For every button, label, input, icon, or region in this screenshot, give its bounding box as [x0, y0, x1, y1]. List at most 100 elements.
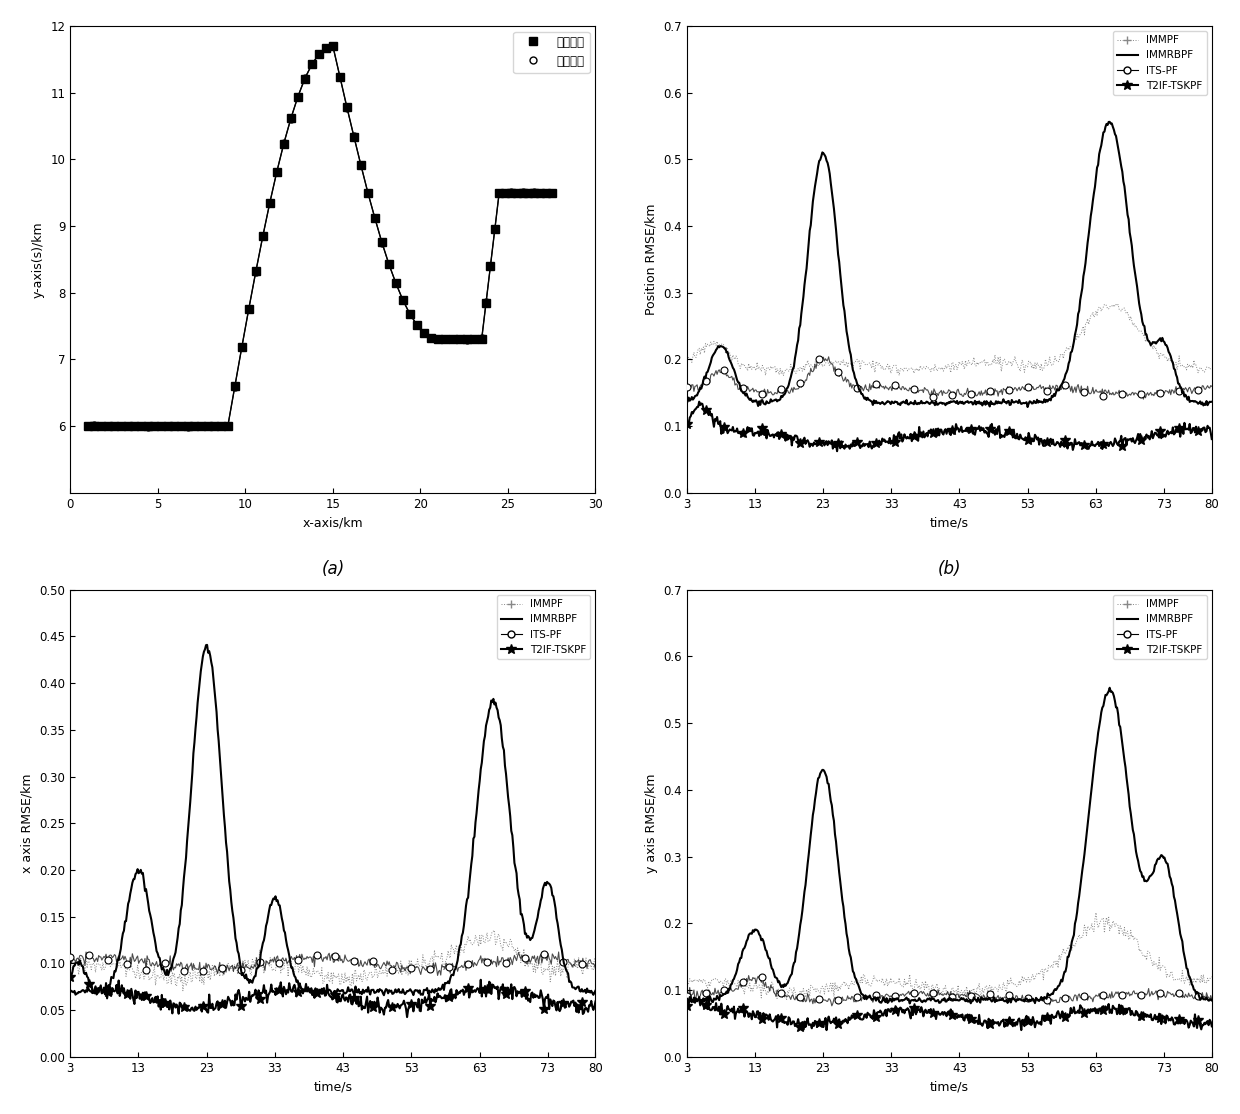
ITS-PF — [963, 989, 978, 1003]
T2IF-TSKPF — [404, 997, 419, 1010]
T2IF-TSKPF — [1058, 1010, 1073, 1024]
IMMPF — [496, 944, 511, 957]
IMMRBPF — [963, 395, 978, 409]
ITS-PF — [1172, 987, 1187, 1000]
IMMPF — [1089, 906, 1104, 919]
IMMRBPF — [992, 397, 1007, 410]
IMMPF — [1204, 362, 1219, 375]
T2IF-TSKPF — [441, 990, 456, 1004]
IMMPF — [993, 351, 1008, 364]
T2IF-TSKPF — [982, 422, 997, 436]
Legend: IMMPF, IMMRBPF, ITS-PF, T2IF-TSKPF: IMMPF, IMMRBPF, ITS-PF, T2IF-TSKPF — [1112, 31, 1207, 95]
T2IF-TSKPF — [423, 999, 438, 1013]
IMMPF — [779, 994, 794, 1007]
IMMRBPF — [680, 993, 694, 1006]
ITS-PF — [1078, 989, 1092, 1003]
ITS-PF — [1133, 988, 1148, 1001]
ITS-PF — [774, 382, 789, 395]
IMMRBPF — [1194, 991, 1209, 1005]
ITS-PF — [1153, 385, 1168, 399]
IMMPF — [932, 361, 947, 374]
IMMPF — [175, 984, 190, 997]
Line: T2IF-TSKPF: T2IF-TSKPF — [682, 405, 1203, 450]
ITS-PF — [906, 383, 921, 397]
T2IF-TSKPF — [737, 426, 751, 439]
T2IF-TSKPF — [1133, 1009, 1148, 1023]
ITS-PF — [698, 374, 713, 388]
T2IF-TSKPF — [272, 984, 286, 997]
T2IF-TSKPF — [82, 977, 97, 990]
ITS-PF — [1096, 389, 1111, 402]
实际位置 — [527, 186, 542, 199]
ITS-PF — [888, 989, 903, 1003]
ITS-PF — [63, 950, 78, 964]
T2IF-TSKPF — [812, 1017, 827, 1030]
IMMPF — [348, 962, 363, 976]
估计位置 — [319, 41, 334, 55]
IMMPF — [965, 983, 980, 996]
IMMPF — [1112, 928, 1127, 941]
Line: T2IF-TSKPF: T2IF-TSKPF — [66, 973, 587, 1014]
ITS-PF — [366, 955, 381, 968]
ITS-PF — [1039, 994, 1054, 1007]
T2IF-TSKPF — [574, 996, 589, 1009]
IMMRBPF — [350, 986, 365, 999]
IMMRBPF — [993, 993, 1008, 1006]
T2IF-TSKPF — [680, 418, 694, 431]
T2IF-TSKPF — [849, 1008, 864, 1022]
T2IF-TSKPF — [963, 422, 978, 436]
IMMPF — [965, 359, 980, 372]
ITS-PF — [119, 957, 134, 970]
ITS-PF — [812, 352, 827, 365]
实际位置 — [311, 48, 326, 61]
T2IF-TSKPF — [556, 997, 570, 1010]
T2IF-TSKPF — [1133, 433, 1148, 447]
估计位置 — [81, 420, 95, 433]
IMMPF — [588, 954, 603, 967]
X-axis label: time/s: time/s — [930, 1081, 968, 1093]
Line: IMMRBPF: IMMRBPF — [687, 121, 1211, 407]
T2IF-TSKPF — [831, 437, 846, 450]
Line: T2IF-TSKPF: T2IF-TSKPF — [682, 1000, 1203, 1032]
IMMRBPF — [347, 989, 362, 1003]
IMMPF — [578, 959, 593, 973]
IMMRBPF — [1021, 400, 1035, 413]
ITS-PF — [1096, 988, 1111, 1001]
T2IF-TSKPF — [215, 998, 229, 1012]
T2IF-TSKPF — [329, 988, 343, 1001]
T2IF-TSKPF — [831, 1017, 846, 1030]
T2IF-TSKPF — [792, 437, 807, 450]
Line: IMMPF: IMMPF — [71, 930, 595, 990]
Y-axis label: y axis RMSE/km: y axis RMSE/km — [645, 773, 657, 873]
T2IF-TSKPF — [888, 1004, 903, 1017]
实际位置 — [94, 419, 109, 432]
T2IF-TSKPF — [1021, 433, 1035, 447]
ITS-PF — [925, 390, 940, 403]
ITS-PF — [963, 387, 978, 400]
T2IF-TSKPF — [906, 429, 921, 442]
T2IF-TSKPF — [698, 998, 713, 1012]
ITS-PF — [1133, 387, 1148, 400]
T2IF-TSKPF — [1021, 1014, 1035, 1027]
IMMRBPF — [1204, 994, 1219, 1007]
Line: ITS-PF: ITS-PF — [67, 950, 585, 975]
IMMRBPF — [314, 986, 329, 999]
T2IF-TSKPF — [982, 1017, 997, 1030]
ITS-PF — [556, 956, 570, 969]
T2IF-TSKPF — [1115, 439, 1130, 452]
Line: IMMPF: IMMPF — [687, 304, 1211, 375]
T2IF-TSKPF — [698, 403, 713, 417]
IMMPF — [930, 364, 945, 378]
IMMPF — [316, 976, 331, 989]
Line: IMMRBPF: IMMRBPF — [687, 687, 1211, 1004]
T2IF-TSKPF — [774, 428, 789, 441]
T2IF-TSKPF — [755, 421, 770, 434]
IMMRBPF — [377, 985, 392, 998]
Line: 估计位置: 估计位置 — [84, 43, 556, 430]
估计位置 — [515, 186, 529, 199]
实际位置 — [453, 333, 467, 346]
Y-axis label: x axis RMSE/km: x axis RMSE/km — [21, 773, 33, 873]
T2IF-TSKPF — [63, 970, 78, 984]
ITS-PF — [309, 948, 324, 961]
IMMPF — [932, 988, 947, 1001]
